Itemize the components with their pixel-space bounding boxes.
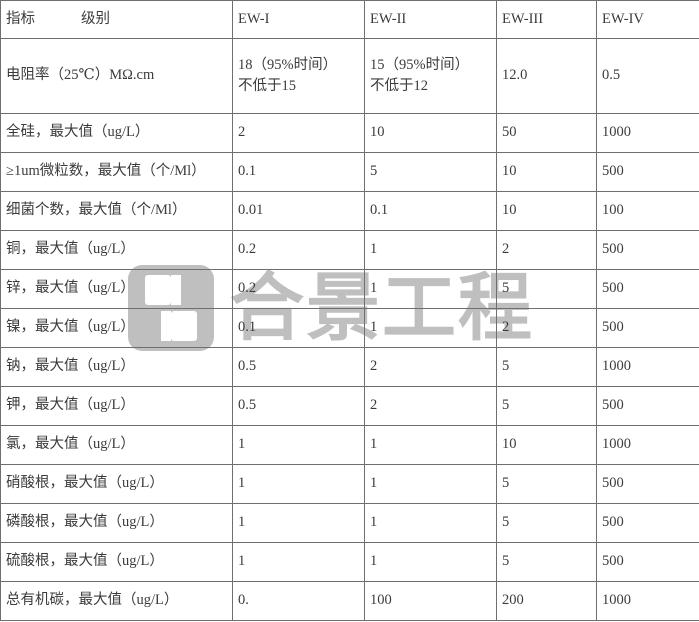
row-value-ew3: 5 xyxy=(496,542,597,582)
row-value-ew1: 0.2 xyxy=(232,230,365,270)
row-value-ew3: 5 xyxy=(496,503,597,543)
row-value-ew3: 5 xyxy=(496,347,597,387)
row-value-ew3: 10 xyxy=(496,425,597,465)
header-col-ew3: EW-III xyxy=(496,0,597,39)
row-value-ew2: 1 xyxy=(364,542,497,582)
row-value-ew1: 1 xyxy=(232,503,365,543)
row-label: 钾，最大值（ug/L） xyxy=(0,386,233,426)
row-value-ew1: 18（95%时间） 不低于15 xyxy=(232,38,365,114)
row-value-ew1: 0.5 xyxy=(232,347,365,387)
row-value-ew1-line2: 不低于15 xyxy=(238,78,296,94)
row-value-ew3: 10 xyxy=(496,191,597,231)
table-row: 钠，最大值（ug/L） 0.5 2 5 1000 xyxy=(0,347,699,387)
header-corner-cell: 指标 级别 xyxy=(0,0,233,39)
row-value-ew4: 1000 xyxy=(596,113,699,153)
row-value-ew4: 1000 xyxy=(596,347,699,387)
row-value-ew3: 2 xyxy=(496,230,597,270)
row-value-ew3: 5 xyxy=(496,464,597,504)
table-row: 硝酸根，最大值（ug/L） 1 1 5 500 xyxy=(0,464,699,504)
row-value-ew3: 10 xyxy=(496,152,597,192)
row-value-ew4: 500 xyxy=(596,503,699,543)
table-row: 锌，最大值（ug/L） 0.2 1 5 500 xyxy=(0,269,699,309)
table-row: 钾，最大值（ug/L） 0.5 2 5 500 xyxy=(0,386,699,426)
table-row: 电阻率（25℃）MΩ.cm 18（95%时间） 不低于15 15（95%时间） 不低… xyxy=(0,38,699,114)
row-label: 磷酸根，最大值（ug/L） xyxy=(0,503,233,543)
row-label: 镍，最大值（ug/L） xyxy=(0,308,233,348)
row-value-ew4: 500 xyxy=(596,152,699,192)
row-value-ew3: 12.0 xyxy=(496,38,597,114)
header-col-ew2: EW-II xyxy=(364,0,497,39)
row-value-ew1: 0.1 xyxy=(232,152,365,192)
header-indicator-label: 指标 xyxy=(6,10,35,27)
row-value-ew2: 10 xyxy=(364,113,497,153)
row-value-ew1: 0.1 xyxy=(232,308,365,348)
row-value-ew1: 1 xyxy=(232,425,365,465)
row-label: 氯，最大值（ug/L） xyxy=(0,425,233,465)
row-value-ew2: 2 xyxy=(364,347,497,387)
row-value-ew1: 2 xyxy=(232,113,365,153)
row-value-ew3: 5 xyxy=(496,386,597,426)
row-value-ew2: 1 xyxy=(364,464,497,504)
row-value-ew3: 200 xyxy=(496,581,597,621)
row-value-ew2: 1 xyxy=(364,308,497,348)
table-row: 磷酸根，最大值（ug/L） 1 1 5 500 xyxy=(0,503,699,543)
row-value-ew1: 0.2 xyxy=(232,269,365,309)
row-value-ew1: 0.01 xyxy=(232,191,365,231)
row-value-ew4: 1000 xyxy=(596,425,699,465)
row-label: 锌，最大值（ug/L） xyxy=(0,269,233,309)
table-row: 硫酸根，最大值（ug/L） 1 1 5 500 xyxy=(0,542,699,582)
table-row: ≥1um微粒数，最大值（个/Ml） 0.1 5 10 500 xyxy=(0,152,699,192)
row-value-ew2: 1 xyxy=(364,503,497,543)
row-value-ew4: 500 xyxy=(596,308,699,348)
table-header-row: 指标 级别 EW-I EW-II EW-III EW-IV xyxy=(0,0,699,39)
row-value-ew2-line2: 不低于12 xyxy=(370,78,428,94)
row-label: 硝酸根，最大值（ug/L） xyxy=(0,464,233,504)
header-col-ew1: EW-I xyxy=(232,0,365,39)
row-value-ew4: 100 xyxy=(596,191,699,231)
row-value-ew4: 500 xyxy=(596,386,699,426)
row-label: 铜，最大值（ug/L） xyxy=(0,230,233,270)
header-col-ew4: EW-IV xyxy=(596,0,699,39)
row-value-ew1: 1 xyxy=(232,464,365,504)
row-value-ew4: 1000 xyxy=(596,581,699,621)
row-value-ew4: 500 xyxy=(596,464,699,504)
table-row: 细菌个数，最大值（个/Ml） 0.01 0.1 10 100 xyxy=(0,191,699,231)
row-value-ew4: 0.5 xyxy=(596,38,699,114)
row-value-ew1-line1: 18（95%时间） xyxy=(238,56,338,73)
row-value-ew2: 100 xyxy=(364,581,497,621)
row-value-ew4: 500 xyxy=(596,269,699,309)
row-value-ew2-line1: 15（95%时间） xyxy=(370,56,470,73)
row-label: 硫酸根，最大值（ug/L） xyxy=(0,542,233,582)
row-value-ew2: 0.1 xyxy=(364,191,497,231)
row-value-ew2: 1 xyxy=(364,425,497,465)
row-value-ew3: 5 xyxy=(496,269,597,309)
row-label: 钠，最大值（ug/L） xyxy=(0,347,233,387)
table-row: 全硅，最大值（ug/L） 2 10 50 1000 xyxy=(0,113,699,153)
row-label: 总有机碳，最大值（ug/L） xyxy=(0,581,233,621)
row-value-ew1: 0.5 xyxy=(232,386,365,426)
row-value-ew3: 50 xyxy=(496,113,597,153)
row-value-ew1: 0. xyxy=(232,581,365,621)
row-value-ew2: 2 xyxy=(364,386,497,426)
row-label: 电阻率（25℃）MΩ.cm xyxy=(0,38,233,114)
row-label: 细菌个数，最大值（个/Ml） xyxy=(0,191,233,231)
header-grade-label: 级别 xyxy=(81,10,110,27)
row-value-ew2: 5 xyxy=(364,152,497,192)
row-value-ew2: 1 xyxy=(364,269,497,309)
row-value-ew2: 1 xyxy=(364,230,497,270)
row-label: 全硅，最大值（ug/L） xyxy=(0,113,233,153)
table-row: 总有机碳，最大值（ug/L） 0. 100 200 1000 xyxy=(0,581,699,621)
row-value-ew2: 15（95%时间） 不低于12 xyxy=(364,38,497,114)
row-value-ew1: 1 xyxy=(232,542,365,582)
table-row: 氯，最大值（ug/L） 1 1 10 1000 xyxy=(0,425,699,465)
row-value-ew4: 500 xyxy=(596,542,699,582)
table-body: 电阻率（25℃）MΩ.cm 18（95%时间） 不低于15 15（95%时间） 不低… xyxy=(0,38,699,621)
row-label: ≥1um微粒数，最大值（个/Ml） xyxy=(0,152,233,192)
row-value-ew3: 2 xyxy=(496,308,597,348)
table-row: 铜，最大值（ug/L） 0.2 1 2 500 xyxy=(0,230,699,270)
row-value-ew4: 500 xyxy=(596,230,699,270)
table-row: 镍，最大值（ug/L） 0.1 1 2 500 xyxy=(0,308,699,348)
